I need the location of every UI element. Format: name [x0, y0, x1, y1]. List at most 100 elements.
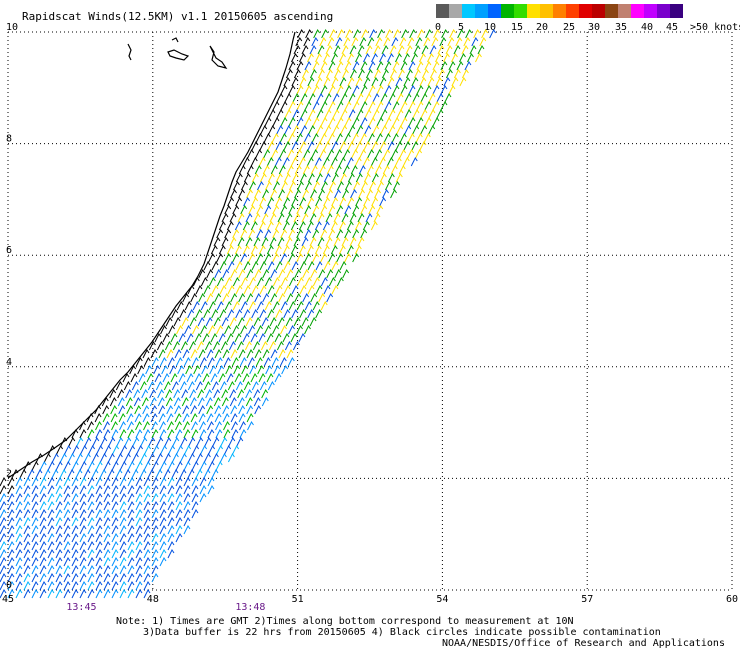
wind-barb	[243, 285, 251, 295]
wind-barb	[131, 469, 139, 479]
wind-barb	[23, 485, 31, 495]
wind-barb	[71, 493, 79, 503]
wind-barb	[79, 581, 87, 591]
wind-barb	[302, 269, 310, 279]
wind-barb	[103, 565, 111, 575]
wind-barb	[400, 85, 408, 95]
wind-barb	[310, 165, 318, 175]
wind-barb	[151, 565, 159, 575]
wind-barb	[423, 37, 431, 47]
wind-barb	[303, 37, 311, 47]
wind-barb	[111, 557, 119, 567]
wind-barb	[208, 301, 216, 311]
wind-barb	[135, 573, 143, 583]
wind-barb	[368, 85, 376, 95]
wind-barb	[214, 269, 222, 279]
wind-barb	[251, 261, 259, 271]
wind-barb	[191, 357, 199, 367]
wind-barb	[309, 317, 317, 327]
wind-barb	[86, 413, 94, 423]
wind-barb	[360, 61, 368, 71]
wind-barb	[115, 381, 123, 391]
wind-barb	[143, 525, 151, 535]
wind-barb	[176, 445, 184, 455]
wind-barb	[55, 541, 63, 551]
wind-barb	[79, 509, 87, 519]
wind-barb	[235, 261, 243, 271]
wind-barb	[408, 61, 416, 71]
wind-barb	[368, 61, 376, 71]
wind-barb	[428, 125, 436, 135]
wind-barb	[471, 37, 479, 47]
wind-barb	[102, 405, 110, 415]
wind-barb	[275, 173, 283, 183]
wind-barb	[464, 61, 472, 71]
wind-barb	[319, 133, 327, 143]
wind-barb	[221, 397, 229, 407]
wind-barb	[329, 181, 336, 191]
wind-barb	[356, 109, 364, 119]
wind-barb	[95, 549, 103, 559]
wind-barb	[408, 101, 416, 111]
wind-barb	[87, 461, 95, 471]
chart-title: Rapidscat Winds(12.5KM) v1.1 20150605 as…	[22, 10, 334, 23]
wind-barb	[360, 85, 368, 95]
wind-barb	[357, 45, 365, 55]
wind-barb	[317, 69, 325, 79]
wind-barb	[175, 421, 182, 431]
wind-barb	[193, 365, 201, 375]
wind-barb	[35, 453, 43, 463]
wind-barb	[248, 325, 255, 335]
wind-barb	[348, 93, 356, 103]
wind-barb	[337, 29, 345, 39]
wind-barb	[119, 541, 127, 551]
wind-barb	[119, 557, 127, 567]
wind-barb	[111, 477, 119, 487]
wind-barb	[162, 373, 170, 383]
wind-barb	[272, 325, 279, 335]
legend-swatch	[670, 4, 683, 18]
wind-barb	[251, 381, 259, 391]
wind-barb	[354, 157, 362, 167]
wind-barb	[363, 141, 371, 151]
wind-barb	[467, 53, 474, 63]
wind-barb	[385, 29, 393, 39]
wind-barb	[211, 285, 219, 295]
wind-barb	[389, 69, 397, 79]
wind-barb	[253, 237, 261, 247]
wind-barb	[177, 365, 185, 375]
wind-barb	[55, 533, 63, 543]
wind-barb	[198, 293, 206, 303]
wind-barb	[111, 549, 119, 559]
wind-barb	[203, 469, 211, 479]
wind-barb	[282, 245, 290, 255]
wind-barb	[345, 29, 353, 39]
wind-barb	[179, 309, 187, 319]
wind-barb	[343, 133, 351, 143]
wind-barb	[95, 485, 103, 495]
wind-barb	[341, 45, 349, 55]
wind-barb	[206, 405, 214, 415]
wind-barb	[127, 429, 135, 439]
wind-barb	[122, 373, 130, 383]
wind-barb	[184, 301, 192, 311]
pass-time-label: 13:48	[235, 602, 265, 613]
wind-barb	[295, 149, 303, 159]
wind-barb	[111, 589, 119, 599]
wind-barb	[425, 29, 433, 39]
wind-barb	[399, 149, 407, 159]
wind-barb	[251, 285, 259, 295]
wind-barb	[344, 61, 352, 71]
wind-barb	[192, 325, 199, 335]
wind-barb	[71, 429, 79, 439]
wind-barb	[103, 485, 111, 495]
wind-barb	[191, 421, 198, 431]
wind-barb	[19, 469, 27, 479]
wind-barb	[264, 325, 271, 335]
wind-barb	[380, 93, 388, 103]
wind-barb	[139, 381, 147, 391]
wind-barb	[272, 101, 280, 111]
wind-barb	[224, 205, 232, 215]
wind-barb	[271, 133, 279, 143]
wind-barb	[79, 493, 87, 503]
